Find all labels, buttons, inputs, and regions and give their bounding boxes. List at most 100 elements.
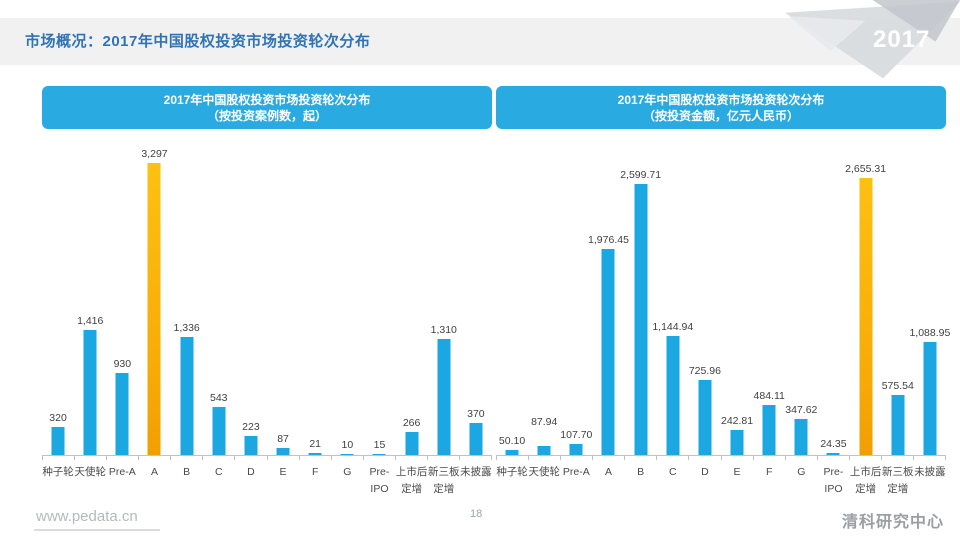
tick-mark	[497, 456, 530, 461]
website-link[interactable]: www.pedata.cn	[34, 508, 160, 531]
bar-天使轮	[537, 446, 551, 456]
tick-mark	[171, 456, 204, 461]
x-axis-labels: 种子轮 天使轮 Pre-A A B C D E F G Pre- IPO 上市后 定增 新三板 定增 未披…	[42, 464, 492, 498]
bar-slot: 575.54	[881, 141, 914, 456]
category-label: F	[765, 466, 773, 479]
category-label: D	[701, 466, 709, 479]
category-label: E	[279, 466, 287, 479]
bar-Pre-A	[569, 444, 583, 456]
category-label: 天使轮	[74, 466, 106, 479]
tick-mark	[460, 456, 493, 461]
bar-E	[730, 430, 744, 456]
tick-mark	[786, 456, 818, 461]
chart-title-text: 2017年中国股权投资市场投资轮次分布	[617, 93, 825, 107]
tick-mark	[593, 456, 626, 461]
category-label: C	[214, 466, 223, 479]
chart-title-text: 2017年中国股权投资市场投资轮次分布	[163, 93, 371, 107]
category-label: 新三板 定增	[882, 466, 914, 496]
bar-slot: 370	[460, 141, 492, 456]
bar-slot: 223	[235, 141, 267, 456]
category-label: C	[668, 466, 677, 479]
bar-新三板定增	[891, 395, 905, 456]
bar-上市后定增	[405, 431, 419, 456]
bar-slot: 107.70	[560, 141, 592, 456]
bar-value-label: 50.10	[498, 435, 526, 448]
bar-value-label: 575.54	[881, 380, 914, 393]
chart-title-cases: 2017年中国股权投资市场投资轮次分布 （按投资案例数，起）	[42, 86, 492, 130]
bar-value-label: 543	[210, 392, 228, 405]
category-label: 上市后 定增	[849, 466, 882, 496]
bar-slot: 10	[331, 141, 363, 456]
category-label: Pre-A	[562, 466, 590, 479]
bar-C	[666, 335, 680, 456]
bar-plot-cases: 320 1,416 930 3,297 1,336 543 223 87 21 10 15 266 1,…	[42, 141, 492, 457]
bar-value-label: 24.35	[820, 437, 847, 450]
bar-G	[340, 454, 354, 456]
category-label: E	[733, 466, 741, 479]
tick-mark	[625, 456, 658, 461]
bar-种子轮	[51, 427, 65, 456]
page-title: 市场概况：2017年中国股权投资市场投资轮次分布	[25, 33, 371, 50]
tick-mark	[107, 456, 140, 461]
category-label: Pre-A	[108, 466, 136, 479]
chart-subtitle-text: （按投资金额，亿元人民币）	[642, 109, 799, 124]
category-label: A	[604, 466, 612, 479]
category-label: G	[797, 466, 806, 479]
bar-slot: 1,144.94	[652, 141, 693, 456]
bar-种子轮	[505, 450, 519, 456]
bar-slot: 543	[203, 141, 235, 456]
bar-G	[794, 419, 808, 456]
bar-C	[212, 407, 226, 456]
bar-value-label: 1,088.95	[909, 326, 951, 339]
chart-panel-cases: 2017年中国股权投资市场投资轮次分布 （按投资案例数，起） 320 1,416 9…	[42, 86, 493, 498]
category-label: Pre- IPO	[369, 466, 390, 496]
bar-slot: 1,416	[74, 141, 106, 456]
brand-logo-text: 清科研究中心	[841, 514, 944, 531]
bar-value-label: 87.94	[531, 416, 558, 429]
bar-天使轮	[83, 329, 97, 456]
bar-slot: 484.11	[753, 141, 785, 456]
chart-subtitle-text: （按投资案例数，起）	[206, 109, 327, 124]
bar-value-label: 21	[309, 438, 322, 451]
bar-A	[601, 249, 615, 456]
bar-value-label: 3,297	[141, 148, 168, 161]
bar-Pre-A	[115, 372, 129, 456]
category-label: 种子轮	[42, 466, 74, 479]
category-label: A	[150, 466, 158, 479]
tick-mark	[818, 456, 850, 461]
bar-slot: 87.94	[528, 141, 560, 456]
category-label: 上市后 定增	[395, 466, 428, 496]
bar-slot: 1,976.45	[588, 141, 629, 456]
category-label: 未披露	[914, 466, 946, 479]
bar-value-label: 87	[277, 432, 289, 445]
bar-value-label: 320	[49, 412, 67, 425]
tick-mark	[529, 456, 562, 461]
tick-mark	[364, 456, 396, 461]
category-label: 天使轮	[528, 466, 560, 479]
bar-value-label: 2,599.71	[620, 169, 662, 182]
tick-mark	[722, 456, 754, 461]
x-axis-ticks	[42, 456, 493, 461]
bar-value-label: 2,655.31	[845, 163, 887, 176]
tick-mark	[561, 456, 594, 461]
bar-Pre-IPO	[372, 454, 386, 456]
category-label: B	[183, 466, 191, 479]
bar-value-label: 930	[113, 357, 132, 370]
category-label: D	[247, 466, 255, 479]
category-label: G	[343, 466, 352, 479]
chart-panel-amount: 2017年中国股权投资市场投资轮次分布 （按投资金额，亿元人民币） 50.10 8…	[496, 86, 950, 498]
x-axis-labels: 种子轮 天使轮 Pre-A A B C D E F G Pre- IPO 上市后 定增 新三板 定增 未披…	[496, 464, 946, 498]
category-label: 新三板 定增	[428, 466, 460, 496]
bar-slot: 930	[106, 141, 138, 456]
category-label: 种子轮	[496, 466, 528, 479]
bar-E	[276, 447, 290, 456]
bar-value-label: 484.11	[753, 389, 785, 402]
tick-mark	[139, 456, 172, 461]
bar-value-label: 10	[341, 439, 354, 452]
bar-slot: 87	[267, 141, 299, 456]
chart-title-amount: 2017年中国股权投资市场投资轮次分布 （按投资金额，亿元人民币）	[496, 86, 946, 130]
bar-value-label: 1,144.94	[652, 320, 694, 333]
bar-A	[147, 163, 161, 456]
bar-value-label: 725.96	[688, 364, 721, 377]
tick-mark	[850, 456, 882, 461]
